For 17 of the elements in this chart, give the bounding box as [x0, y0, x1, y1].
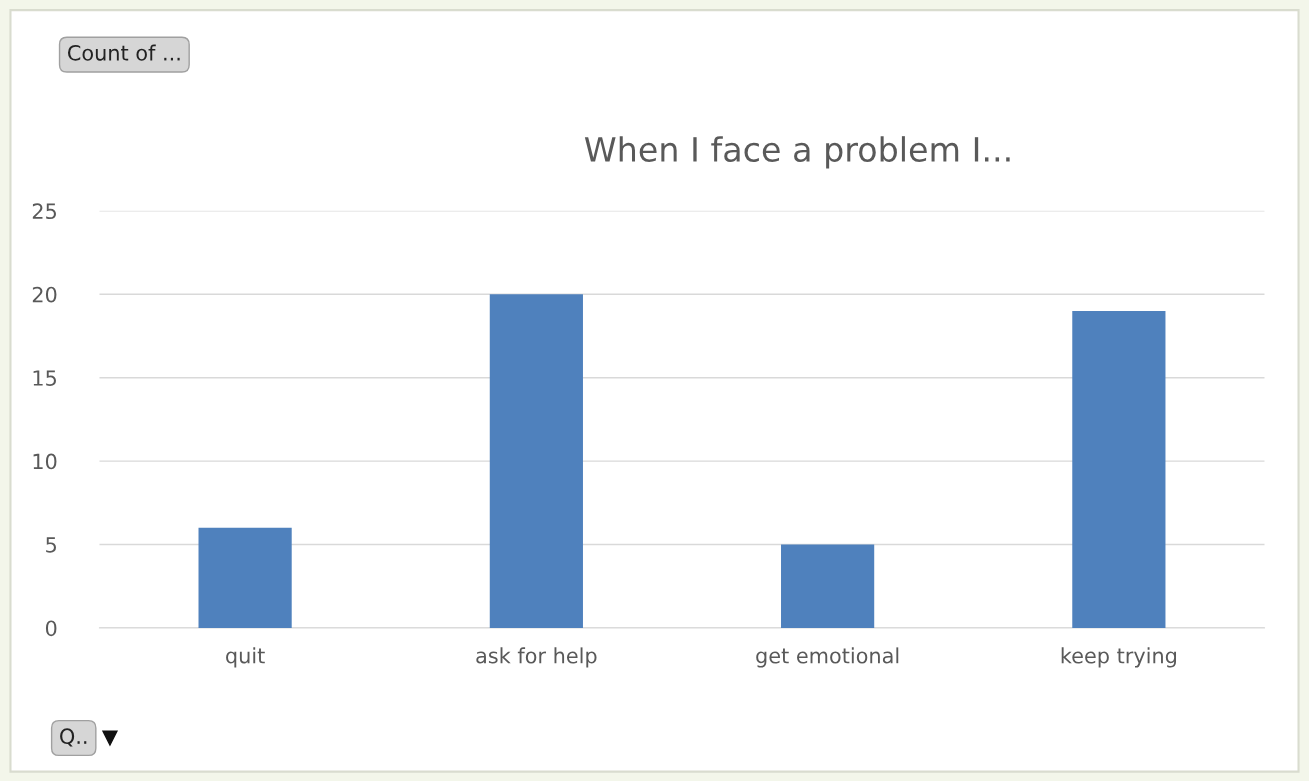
chart-title: When I face a problem I... — [584, 136, 1010, 169]
y-tick-label: 0 — [45, 620, 57, 637]
y-tick-label: 5 — [46, 537, 56, 553]
bar — [781, 544, 875, 628]
y-tick-label: 15 — [33, 370, 56, 386]
x-tick-label: ask for help — [476, 647, 597, 668]
bar — [198, 527, 292, 628]
bar — [489, 294, 583, 628]
bar — [1072, 310, 1166, 628]
x-tick-label: quit — [226, 647, 265, 668]
x-tick-label: get emotional — [756, 647, 899, 668]
y-tick-label: 10 — [33, 453, 57, 470]
text: Count of ... — [68, 44, 180, 61]
y-tick-label: 25 — [32, 203, 56, 220]
x-tick-label: keep trying — [1061, 647, 1177, 668]
text: Q.. — [60, 728, 87, 747]
y-tick-label: 20 — [32, 286, 57, 303]
